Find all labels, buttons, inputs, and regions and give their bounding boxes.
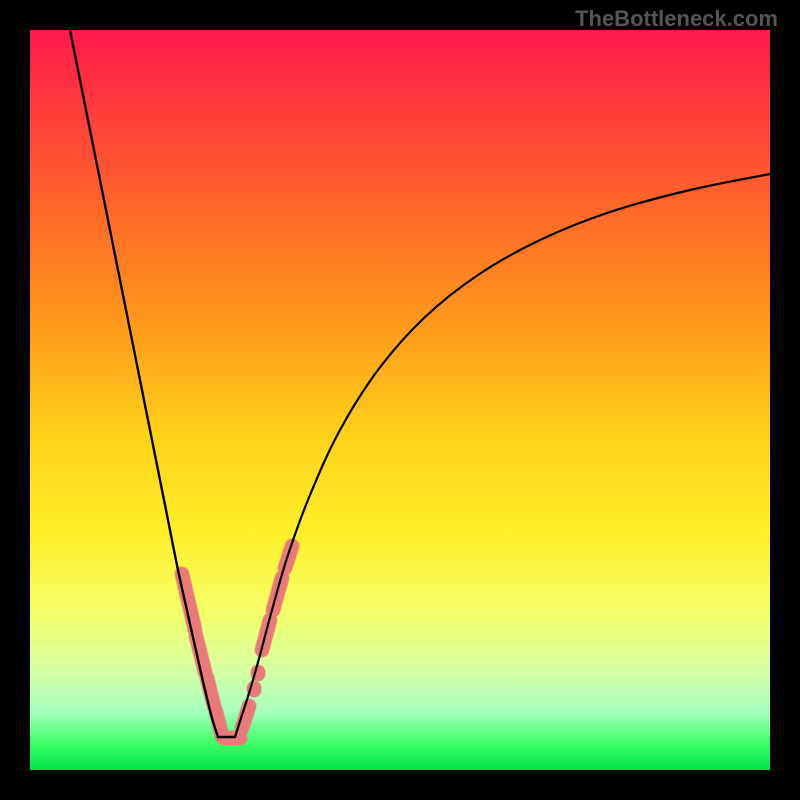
watermark-text: TheBottleneck.com	[575, 6, 778, 32]
chart-stage: TheBottleneck.com	[0, 0, 800, 800]
curve-right	[235, 174, 770, 737]
curve-layer	[0, 0, 800, 800]
